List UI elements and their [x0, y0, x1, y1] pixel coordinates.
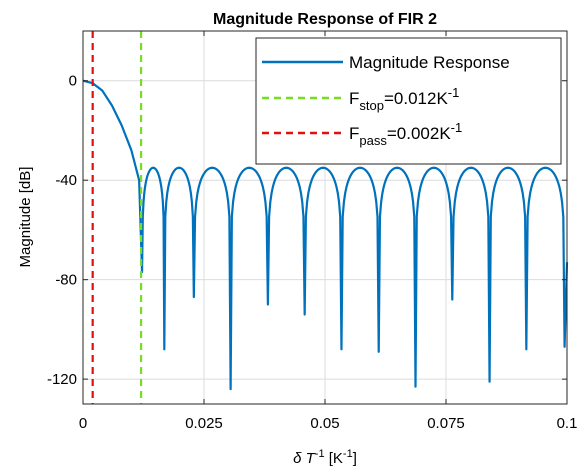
axis-ticks: 0 0.025 0.05 0.075 0.1 0 -40 -80 -120 [47, 31, 577, 432]
x-tick-label: 0 [79, 415, 87, 432]
y-tick-label: -80 [55, 272, 77, 289]
legend-label-magnitude: Magnitude Response [349, 53, 510, 72]
magnitude-response-line [82, 79, 569, 391]
x-tick-label: 0.05 [310, 415, 339, 432]
x-axis-label: δ T-1 [K-1] [293, 448, 357, 467]
chart-title: Magnitude Response of FIR 2 [213, 11, 437, 28]
y-tick-label: -40 [55, 172, 77, 189]
y-tick-label: 0 [69, 73, 77, 90]
legend-label-fpass: Fpass=0.002K-1 [349, 120, 462, 148]
x-tick-label: 0.1 [557, 415, 578, 432]
plot-lines [82, 31, 569, 404]
y-tick-label: -120 [47, 371, 77, 388]
legend: Magnitude Response Fstop=0.012K-1 Fpass=… [255, 37, 562, 165]
y-axis-label: Magnitude [dB] [17, 167, 34, 268]
x-tick-label: 0.075 [427, 415, 465, 432]
x-tick-label: 0.025 [185, 415, 223, 432]
legend-label-fstop: Fstop=0.012K-1 [349, 85, 459, 113]
legend-box [255, 37, 562, 165]
